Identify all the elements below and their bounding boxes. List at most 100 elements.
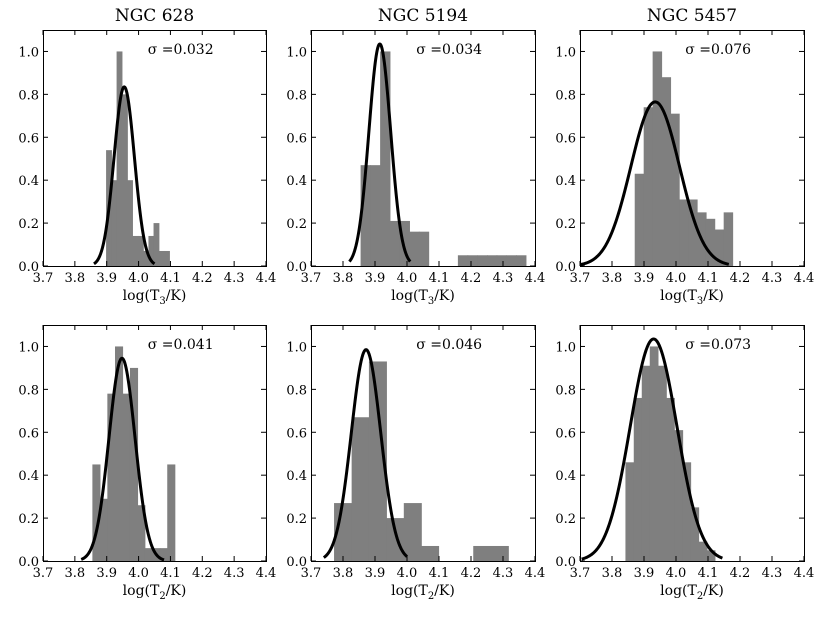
- x-tick-label: 3.7: [570, 566, 591, 581]
- gaussian-fit-curve: [581, 337, 723, 561]
- gaussian-fit-curve: [348, 42, 412, 263]
- x-axis-label: log(T2/K): [391, 583, 455, 602]
- histogram-bar: [666, 397, 675, 561]
- x-tick-label: 4.4: [525, 271, 546, 286]
- y-tick-label: 0.8: [286, 383, 307, 398]
- histogram-bar: [100, 498, 109, 561]
- x-tick-label: 3.8: [602, 271, 623, 286]
- x-tick-label: 4.2: [730, 271, 751, 286]
- y-tick-label: 0.4: [286, 174, 307, 189]
- histogram-bar: [107, 393, 116, 561]
- y-tick-label: 0.0: [286, 260, 307, 275]
- histogram-bar: [661, 77, 672, 266]
- histogram-bar: [129, 367, 139, 561]
- histogram-bar: [706, 550, 716, 561]
- histogram-bar: [714, 229, 725, 266]
- x-tick-label: 3.9: [365, 566, 386, 581]
- x-tick-label: 4.0: [128, 566, 149, 581]
- x-tick-label: 4.4: [256, 566, 277, 581]
- x-tick-label: 4.4: [256, 271, 277, 286]
- axes-frame: [311, 325, 536, 562]
- y-tick-label: 0.8: [555, 88, 576, 103]
- histogram-bar: [658, 365, 667, 561]
- histogram-bar: [418, 231, 430, 266]
- x-tick-label: 4.3: [224, 271, 245, 286]
- panel-ngc628-t2: 3.7 3.8 3.9 4.0 4.1 4.2 4.3 4.4 0.0 0.2 0.4 0.6 0.8 1…: [18, 325, 276, 602]
- histogram-bar: [670, 113, 680, 266]
- y-tick-label: 0.2: [18, 217, 39, 232]
- x-tick-label: 4.2: [192, 566, 213, 581]
- x-tick-label: 4.2: [192, 271, 213, 286]
- x-tick-label: 3.7: [301, 271, 322, 286]
- sigma-annotation: σ =0.046: [416, 337, 482, 353]
- x-tick-label: 4.0: [128, 271, 149, 286]
- y-tick-label: 0.6: [286, 426, 307, 441]
- y-tick-label: 0.6: [555, 131, 576, 146]
- y-tick-label: 0.4: [555, 469, 576, 484]
- histogram-bar: [370, 165, 381, 266]
- histogram-bar: [652, 51, 663, 267]
- x-axis-label-subscript: 3: [697, 296, 703, 307]
- x-axis-label-tail: /K): [703, 288, 724, 304]
- gaussian-fit-curve: [579, 100, 730, 267]
- histogram-bar: [457, 255, 469, 266]
- sigma-annotation: σ =0.073: [685, 337, 751, 353]
- y-tick-label: 0.2: [555, 512, 576, 527]
- y-tick-label: 1.0: [286, 340, 307, 355]
- x-tick-label: 3.7: [33, 566, 54, 581]
- x-axis-label-tail: /K): [434, 583, 455, 599]
- histogram-bar: [122, 94, 128, 266]
- x-tick-label: 4.3: [224, 566, 245, 581]
- y-tick-label: 0.4: [286, 469, 307, 484]
- histogram-bar: [682, 462, 692, 561]
- histogram-bar: [115, 346, 124, 561]
- y-tick-label: 0.8: [18, 383, 39, 398]
- histogram-bar: [399, 220, 410, 266]
- histogram-bar: [92, 464, 101, 561]
- histogram-bar: [633, 397, 643, 561]
- panel-ngc5457-t3: 3.7 3.8 3.9 4.0 4.1 4.2 4.3 4.4 0.0 0.2 0.4 0.6 0.8 1…: [555, 6, 814, 307]
- y-tick-label: 0.0: [18, 260, 39, 275]
- gaussian-fit-curve: [80, 356, 165, 562]
- panel-title: NGC 628: [115, 6, 194, 26]
- x-tick-label: 4.0: [397, 566, 418, 581]
- x-axis-label-tail: /K): [703, 583, 724, 599]
- histogram-bar: [649, 346, 659, 561]
- panel-title: NGC 5194: [378, 6, 468, 26]
- x-tick-label: 3.7: [570, 271, 591, 286]
- y-tick-label: 0.2: [18, 512, 39, 527]
- x-tick-label: 4.1: [160, 271, 181, 286]
- histogram-bar: [122, 393, 131, 561]
- histogram-bar: [127, 180, 133, 266]
- y-tick-label: 0.8: [18, 88, 39, 103]
- y-tick-label: 0.8: [555, 383, 576, 398]
- histogram-bar: [137, 505, 146, 561]
- axes-frame: [311, 30, 536, 267]
- x-tick-label: 3.8: [602, 566, 623, 581]
- gaussian-fit-curve: [92, 85, 156, 266]
- x-tick-label: 3.8: [65, 271, 86, 286]
- x-tick-label: 3.8: [333, 271, 354, 286]
- histogram-bar: [143, 250, 149, 266]
- histogram-bar: [158, 250, 165, 266]
- y-tick-label: 0.0: [555, 555, 576, 570]
- x-axis-label: log(T3/K): [123, 288, 187, 307]
- histogram-bar: [688, 199, 698, 266]
- y-tick-label: 0.4: [555, 174, 576, 189]
- x-tick-label: 3.7: [33, 271, 54, 286]
- x-tick-label: 4.3: [493, 271, 514, 286]
- x-tick-label: 3.9: [96, 271, 117, 286]
- x-tick-label: 3.9: [96, 566, 117, 581]
- panel-ngc5194-t3: 3.7 3.8 3.9 4.0 4.1 4.2 4.3 4.4 0.0 0.2 0.4 0.6 0.8 1…: [286, 6, 545, 307]
- x-tick-label: 3.9: [634, 566, 655, 581]
- histogram-bar: [164, 250, 170, 266]
- y-tick-label: 0.6: [18, 426, 39, 441]
- y-tick-label: 1.0: [286, 45, 307, 60]
- axes-frame: [580, 30, 805, 267]
- x-axis-label-base: log(T: [123, 288, 160, 304]
- x-axis-label: log(T2/K): [123, 583, 187, 602]
- y-tick-label: 0.6: [18, 131, 39, 146]
- histogram-bar: [368, 361, 387, 561]
- x-tick-label: 3.8: [333, 566, 354, 581]
